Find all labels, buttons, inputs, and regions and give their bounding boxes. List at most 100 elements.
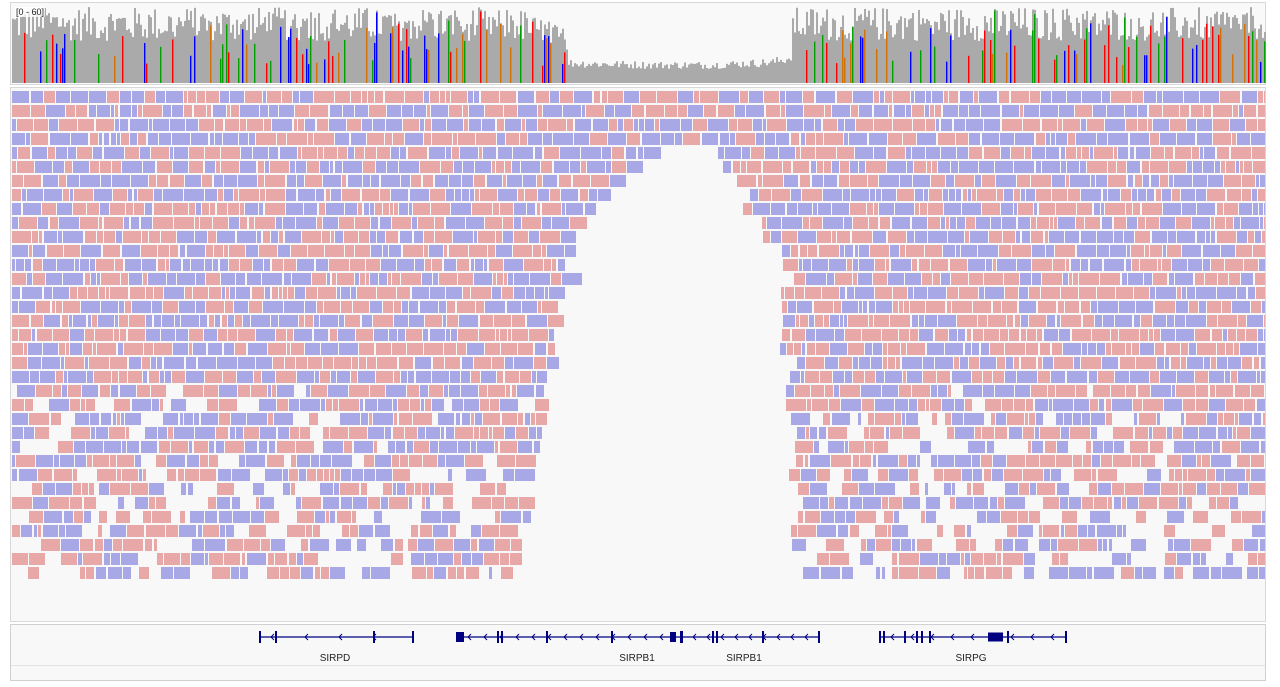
read: [543, 175, 557, 187]
read: [297, 553, 303, 565]
read: [1184, 91, 1199, 103]
alignment-track[interactable]: [10, 87, 1266, 622]
read: [529, 427, 536, 439]
read: [780, 91, 785, 103]
read: [1264, 91, 1265, 103]
coverage-bar: [440, 10, 442, 84]
read: [218, 189, 223, 201]
read: [1093, 385, 1110, 397]
read: [759, 189, 771, 201]
read: [173, 203, 188, 215]
read: [290, 161, 295, 173]
read: [1098, 469, 1117, 481]
read: [1024, 567, 1034, 579]
coverage-bar: [710, 68, 712, 83]
read: [1240, 161, 1243, 173]
read: [392, 455, 399, 467]
read: [718, 105, 734, 117]
coverage-bar: [568, 64, 570, 83]
read: [1081, 301, 1090, 313]
read: [1231, 511, 1241, 523]
read: [882, 385, 898, 397]
read: [115, 119, 119, 131]
read: [886, 427, 889, 439]
read: [787, 119, 803, 131]
read: [834, 301, 841, 313]
read: [869, 133, 887, 145]
read: [1068, 189, 1080, 201]
read: [418, 217, 434, 229]
coverage-bar: [892, 37, 894, 83]
read: [810, 217, 822, 229]
read: [861, 539, 866, 551]
coverage-bar: [720, 68, 722, 83]
read: [529, 231, 539, 243]
read: [899, 553, 919, 565]
read: [189, 441, 192, 453]
coverage-bar: [1242, 14, 1244, 83]
strand-arrow: [643, 633, 648, 641]
read: [148, 273, 166, 285]
variant-bar: [290, 28, 292, 83]
coverage-bar: [1076, 17, 1078, 83]
read: [844, 315, 847, 327]
read: [1132, 91, 1143, 103]
read: [1035, 399, 1048, 411]
gene-label-sirpb1[interactable]: SIRPB1: [619, 653, 655, 664]
read: [795, 287, 804, 299]
read: [894, 511, 899, 523]
read: [481, 371, 496, 383]
read: [930, 105, 934, 117]
read: [1125, 105, 1137, 117]
coverage-bar: [666, 64, 668, 83]
read: [1211, 259, 1224, 271]
read: [304, 553, 318, 565]
gene-annotation-track[interactable]: SIRPD SIRPB1 SIRPB1 SIRPG: [10, 624, 1266, 681]
read: [1015, 385, 1030, 397]
read: [796, 455, 803, 467]
gene-label-sirpg[interactable]: SIRPG: [955, 653, 987, 664]
read: [371, 175, 379, 187]
read: [120, 105, 131, 117]
read: [1239, 203, 1252, 215]
coverage-track[interactable]: [0 - 60]: [10, 2, 1266, 85]
read: [343, 161, 362, 173]
variant-bar: [1104, 45, 1106, 83]
variant-bar: [1084, 39, 1086, 83]
read: [495, 539, 510, 551]
gene-label-sirpb1-2[interactable]: SIRPB1: [726, 653, 762, 664]
read: [508, 273, 513, 285]
read: [115, 315, 118, 327]
gene-exon: [1065, 631, 1067, 643]
read: [1191, 105, 1203, 117]
gene-label-sirpd[interactable]: SIRPD: [319, 653, 351, 664]
read: [860, 553, 873, 565]
read: [1046, 245, 1054, 257]
read: [516, 455, 536, 467]
read: [236, 273, 245, 285]
variant-bar: [1074, 50, 1076, 83]
coverage-bar: [904, 18, 906, 83]
coverage-bar: [974, 39, 976, 83]
read: [993, 371, 1004, 383]
read: [1027, 329, 1036, 341]
read: [205, 189, 217, 201]
read: [335, 161, 342, 173]
read: [1261, 441, 1265, 453]
read: [353, 497, 367, 509]
read: [1023, 427, 1034, 439]
read: [849, 133, 867, 145]
read: [12, 161, 16, 173]
read: [399, 203, 408, 215]
read: [1149, 105, 1162, 117]
read: [910, 483, 919, 495]
read: [993, 259, 996, 271]
read: [1097, 231, 1113, 243]
coverage-bar: [146, 37, 148, 83]
coverage-bar: [504, 36, 506, 83]
read: [943, 189, 948, 201]
coverage-bar: [522, 38, 524, 83]
read: [395, 539, 403, 551]
read: [249, 133, 255, 145]
read: [184, 413, 193, 425]
